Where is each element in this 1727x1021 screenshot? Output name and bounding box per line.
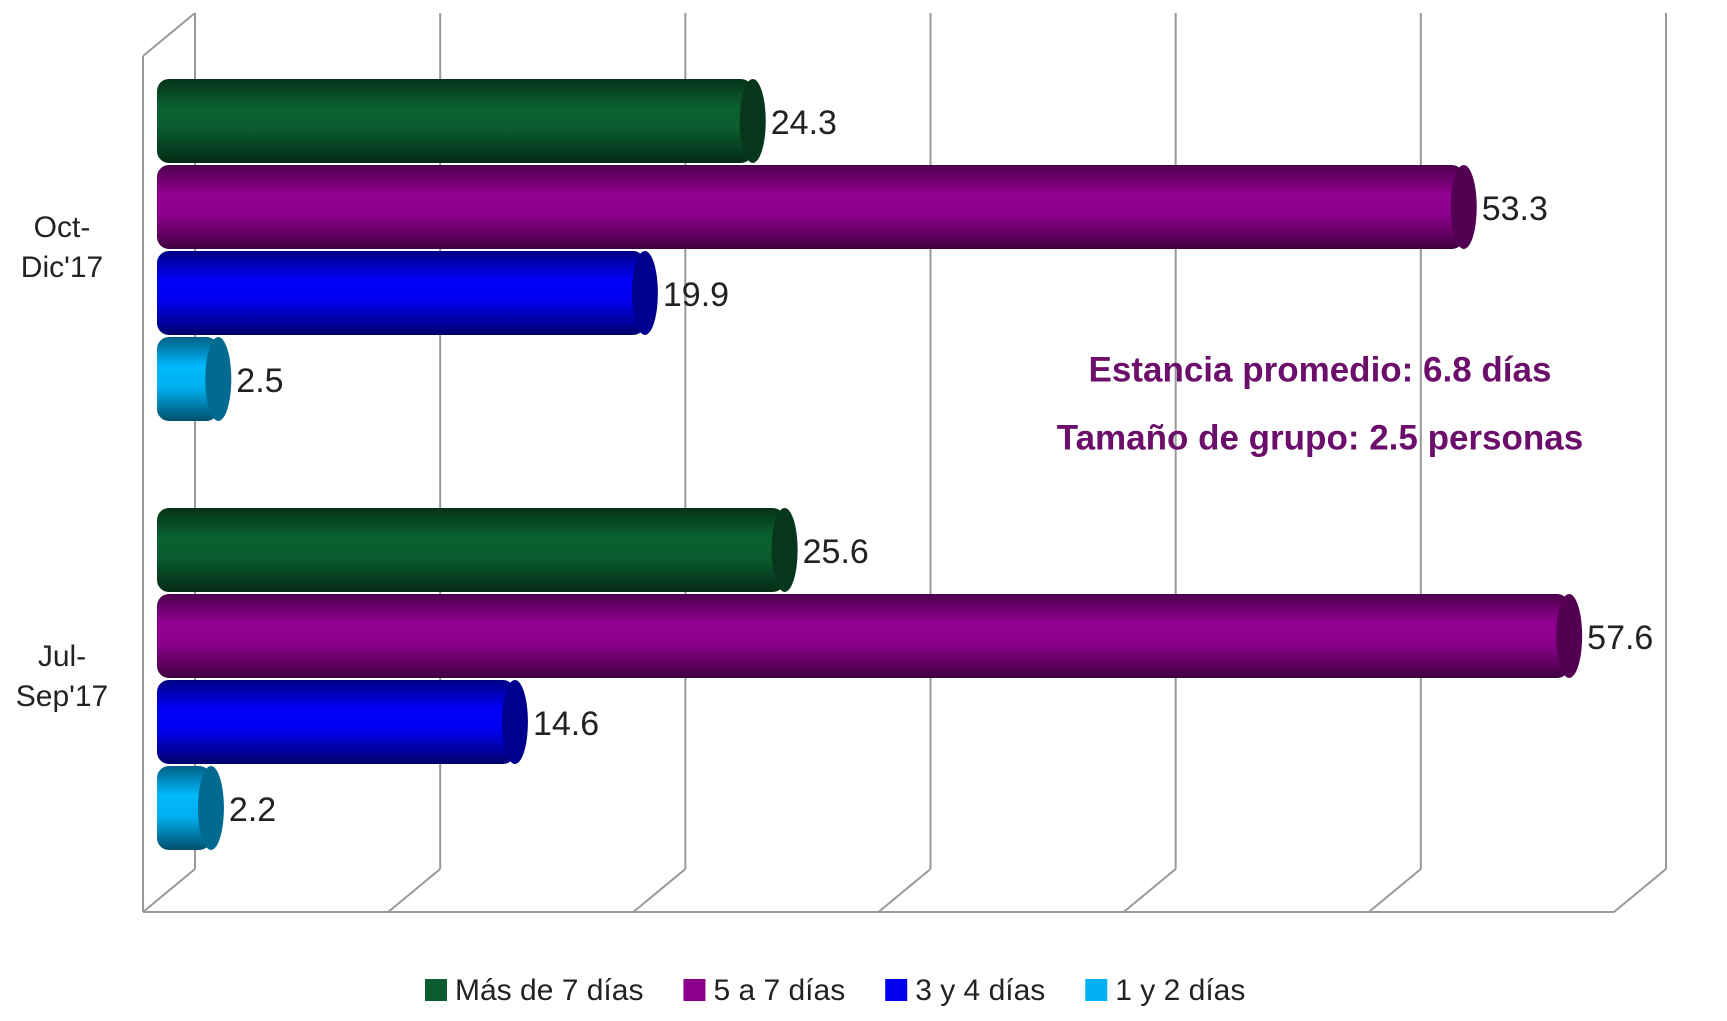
bar	[157, 79, 753, 163]
legend-swatch	[683, 979, 706, 1001]
grid-line	[1613, 868, 1667, 913]
legend-label: 1 y 2 días	[1115, 974, 1245, 1007]
grid-line	[387, 868, 441, 913]
axis-frame	[142, 12, 196, 57]
bar	[157, 251, 645, 335]
bar-cap	[205, 337, 232, 421]
legend-label: 3 y 4 días	[915, 974, 1045, 1007]
value-label: 14.6	[533, 705, 599, 743]
bar-cap	[1556, 594, 1583, 678]
bar-cap	[739, 79, 766, 163]
grid-line	[632, 868, 686, 913]
bar	[157, 165, 1464, 249]
grid-line	[877, 868, 932, 913]
annotation: Tamaño de grupo: 2.5 personas	[1057, 418, 1583, 457]
legend-swatch	[425, 979, 447, 1001]
legend-swatch	[1085, 979, 1108, 1001]
bar-cap	[197, 766, 224, 850]
category-label: Oct-Dic'17	[21, 211, 103, 284]
legend-label: 5 a 7 días	[713, 974, 845, 1007]
bar-cap	[631, 251, 658, 335]
bar-cap	[501, 680, 528, 764]
legend-swatch	[885, 979, 908, 1001]
value-label: 24.3	[771, 104, 837, 142]
bar	[157, 766, 211, 850]
value-label: 57.6	[1587, 619, 1653, 657]
category-label: Jul-Sep'17	[16, 640, 108, 713]
grid-line	[1368, 868, 1422, 913]
grid-line	[1123, 868, 1177, 913]
legend-label: Más de 7 días	[455, 974, 643, 1007]
value-label: 2.2	[229, 791, 276, 829]
value-label: 25.6	[803, 533, 869, 571]
bar-cap	[771, 508, 798, 592]
bar	[157, 680, 515, 764]
bar	[157, 508, 785, 592]
value-label: 53.3	[1482, 190, 1548, 228]
value-label: 2.5	[236, 362, 283, 400]
grid-line	[142, 868, 196, 913]
bar	[157, 594, 1570, 678]
annotation: Estancia promedio: 6.8 días	[1089, 350, 1552, 389]
value-label: 19.9	[663, 276, 729, 314]
bar-cap	[1450, 165, 1477, 249]
bar	[157, 337, 219, 421]
